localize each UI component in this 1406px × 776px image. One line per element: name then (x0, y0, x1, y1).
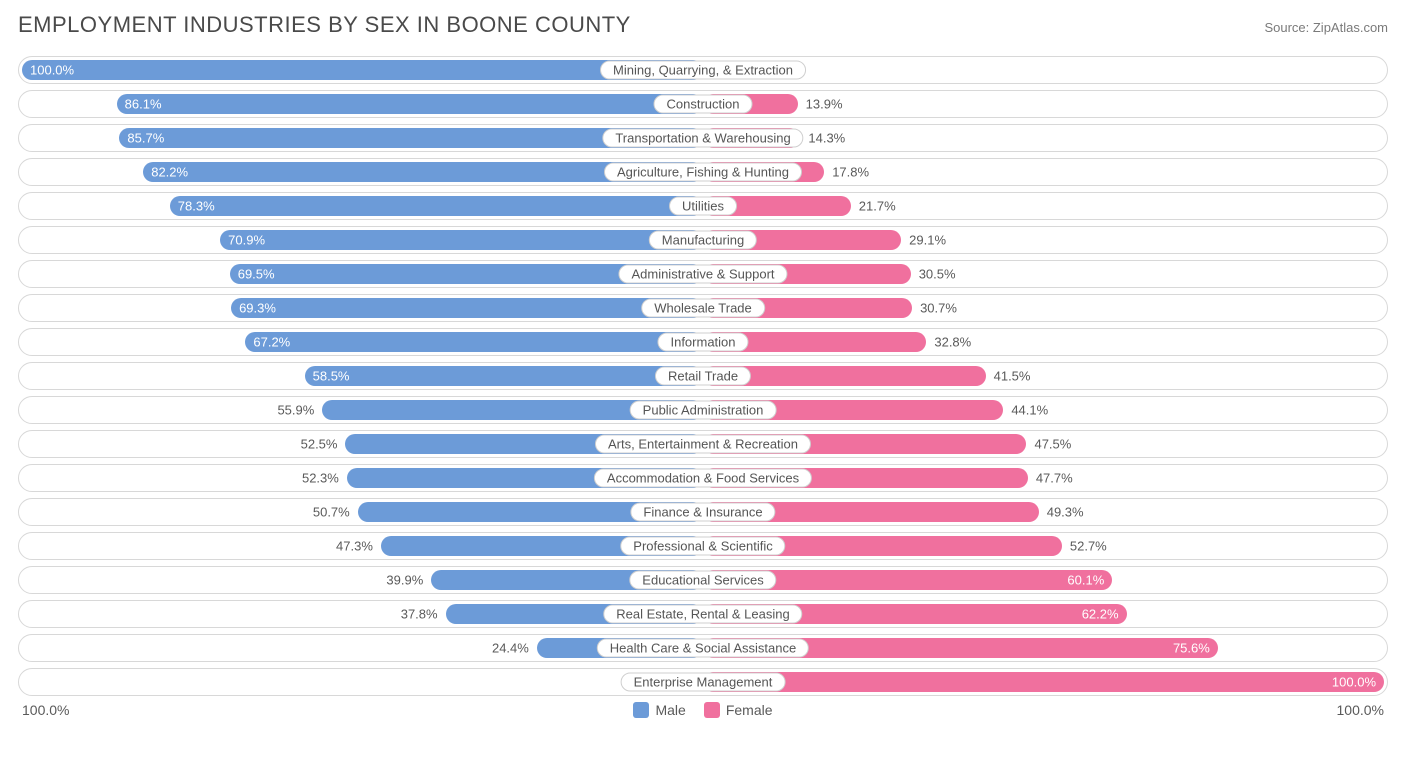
category-label: Finance & Insurance (630, 503, 775, 522)
legend-label-female: Female (726, 702, 773, 718)
legend-swatch-male (633, 702, 649, 718)
category-label: Transportation & Warehousing (602, 129, 803, 148)
legend-item-female: Female (704, 702, 773, 718)
male-pct-label: 78.3% (178, 199, 215, 214)
chart-header: EMPLOYMENT INDUSTRIES BY SEX IN BOONE CO… (18, 12, 1388, 38)
chart-row: 67.2% 32.8% Information (18, 328, 1388, 356)
category-label: Agriculture, Fishing & Hunting (604, 163, 802, 182)
category-label: Public Administration (630, 401, 777, 420)
chart-legend: Male Female (633, 702, 772, 718)
chart-row: 70.9% 29.1% Manufacturing (18, 226, 1388, 254)
category-label: Information (657, 333, 748, 352)
female-pct-label: 14.3% (808, 131, 845, 146)
chart-row: 69.3% 30.7% Wholesale Trade (18, 294, 1388, 322)
category-label: Educational Services (629, 571, 776, 590)
male-pct-label: 52.5% (301, 437, 338, 452)
chart-row: 24.4% 75.6% Health Care & Social Assistanc… (18, 634, 1388, 662)
male-pct-label: 69.3% (239, 301, 276, 316)
female-pct-label: 41.5% (994, 369, 1031, 384)
female-pct-label: 100.0% (1332, 675, 1376, 690)
male-pct-label: 100.0% (30, 63, 74, 78)
axis-label-right: 100.0% (1337, 702, 1384, 718)
category-label: Real Estate, Rental & Leasing (603, 605, 802, 624)
female-pct-label: 47.5% (1034, 437, 1071, 452)
female-pct-label: 49.3% (1047, 505, 1084, 520)
chart-row: 86.1% 13.9% Construction (18, 90, 1388, 118)
male-pct-label: 55.9% (277, 403, 314, 418)
legend-label-male: Male (655, 702, 685, 718)
female-bar (703, 672, 1384, 692)
male-pct-label: 85.7% (127, 131, 164, 146)
diverging-bar-chart: 100.0%0.0%Mining, Quarrying, & Extractio… (18, 56, 1388, 696)
chart-row: 100.0%0.0%Mining, Quarrying, & Extractio… (18, 56, 1388, 84)
male-pct-label: 86.1% (125, 97, 162, 112)
female-pct-label: 21.7% (859, 199, 896, 214)
female-pct-label: 60.1% (1067, 573, 1104, 588)
male-pct-label: 82.2% (151, 165, 188, 180)
chart-row: 37.8% 62.2% Real Estate, Rental & Leasing (18, 600, 1388, 628)
male-pct-label: 52.3% (302, 471, 339, 486)
category-label: Enterprise Management (621, 673, 786, 692)
female-pct-label: 47.7% (1036, 471, 1073, 486)
category-label: Construction (654, 95, 753, 114)
category-label: Health Care & Social Assistance (597, 639, 809, 658)
chart-source: Source: ZipAtlas.com (1264, 20, 1388, 35)
male-pct-label: 67.2% (253, 335, 290, 350)
female-pct-label: 13.9% (806, 97, 843, 112)
legend-item-male: Male (633, 702, 685, 718)
category-label: Accommodation & Food Services (594, 469, 812, 488)
chart-row: 52.3% 47.7% Accommodation & Food Services (18, 464, 1388, 492)
male-bar (170, 196, 703, 216)
chart-row: 69.5% 30.5% Administrative & Support (18, 260, 1388, 288)
male-bar (245, 332, 703, 352)
male-bar (220, 230, 703, 250)
female-pct-label: 29.1% (909, 233, 946, 248)
category-label: Retail Trade (655, 367, 751, 386)
male-pct-label: 47.3% (336, 539, 373, 554)
female-pct-label: 32.8% (934, 335, 971, 350)
chart-row: 82.2% 17.8% Agriculture, Fishing & Hunting (18, 158, 1388, 186)
female-pct-label: 62.2% (1082, 607, 1119, 622)
male-pct-label: 24.4% (492, 641, 529, 656)
chart-title: EMPLOYMENT INDUSTRIES BY SEX IN BOONE CO… (18, 12, 631, 38)
male-pct-label: 37.8% (401, 607, 438, 622)
female-pct-label: 17.8% (832, 165, 869, 180)
chart-row: 52.5% 47.5% Arts, Entertainment & Recreati… (18, 430, 1388, 458)
chart-row: 47.3% 52.7% Professional & Scientific (18, 532, 1388, 560)
chart-row: 78.3% 21.7% Utilities (18, 192, 1388, 220)
male-bar (305, 366, 703, 386)
female-pct-label: 44.1% (1011, 403, 1048, 418)
category-label: Wholesale Trade (641, 299, 765, 318)
category-label: Arts, Entertainment & Recreation (595, 435, 811, 454)
category-label: Utilities (669, 197, 737, 216)
category-label: Professional & Scientific (620, 537, 785, 556)
chart-row: 85.7% 14.3% Transportation & Warehousing (18, 124, 1388, 152)
chart-footer: 100.0% Male Female 100.0% (18, 702, 1388, 718)
chart-row: 50.7% 49.3% Finance & Insurance (18, 498, 1388, 526)
male-bar (117, 94, 703, 114)
female-pct-label: 30.5% (919, 267, 956, 282)
male-bar (231, 298, 703, 318)
male-pct-label: 58.5% (313, 369, 350, 384)
male-pct-label: 70.9% (228, 233, 265, 248)
chart-row: 55.9% 44.1% Public Administration (18, 396, 1388, 424)
chart-row: 0.0%100.0%Enterprise Management (18, 668, 1388, 696)
axis-label-left: 100.0% (22, 702, 69, 718)
chart-row: 39.9% 60.1% Educational Services (18, 566, 1388, 594)
female-pct-label: 30.7% (920, 301, 957, 316)
male-pct-label: 69.5% (238, 267, 275, 282)
female-pct-label: 52.7% (1070, 539, 1107, 554)
female-pct-label: 75.6% (1173, 641, 1210, 656)
chart-row: 58.5% 41.5% Retail Trade (18, 362, 1388, 390)
male-pct-label: 50.7% (313, 505, 350, 520)
category-label: Administrative & Support (618, 265, 787, 284)
category-label: Mining, Quarrying, & Extraction (600, 61, 806, 80)
category-label: Manufacturing (649, 231, 757, 250)
legend-swatch-female (704, 702, 720, 718)
male-pct-label: 39.9% (386, 573, 423, 588)
